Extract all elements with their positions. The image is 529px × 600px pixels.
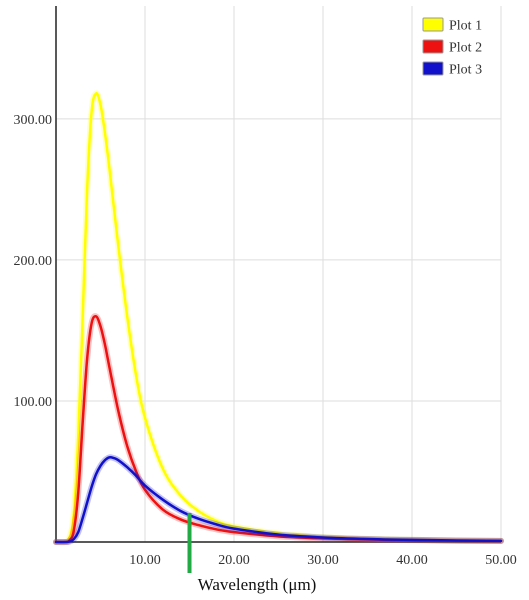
legend-label-plot-3[interactable]: Plot 3 <box>449 63 482 78</box>
legend-swatch-plot-1[interactable] <box>422 17 444 32</box>
legend-label-plot-2[interactable]: Plot 2 <box>449 41 482 56</box>
legend-label-plot-1[interactable]: Plot 1 <box>449 19 482 34</box>
x-axis-title: Wavelength (μm) <box>198 575 317 594</box>
series-line-plot-3 <box>54 456 503 544</box>
series-line-glow-plot-3 <box>53 454 504 546</box>
tick-label-layer: 10.00 20.00 30.00 40.00 50.00 100.00 200.00 300… <box>14 113 517 568</box>
series-line-plot-1 <box>54 92 503 544</box>
axes-layer <box>55 6 501 543</box>
legend-swatch-plot-3[interactable] <box>422 61 444 76</box>
series-line-plot-2 <box>54 314 503 544</box>
x-tick-label: 30.00 <box>307 553 339 568</box>
y-tick-label: 300.00 <box>14 113 53 128</box>
x-tick-label: 20.00 <box>218 553 250 568</box>
y-tick-label: 100.00 <box>14 395 53 410</box>
series-layer <box>53 90 504 546</box>
x-tick-label: 10.00 <box>129 553 161 568</box>
y-tick-label: 200.00 <box>14 254 53 269</box>
series-line-glow-plot-1 <box>53 90 504 546</box>
legend-swatch-plot-2[interactable] <box>422 39 444 54</box>
legend[interactable]: Plot 1 Plot 2 Plot 3 <box>422 17 482 78</box>
grid-layer <box>56 6 502 542</box>
x-tick-label: 40.00 <box>396 553 428 568</box>
x-tick-label: 50.00 <box>485 553 517 568</box>
